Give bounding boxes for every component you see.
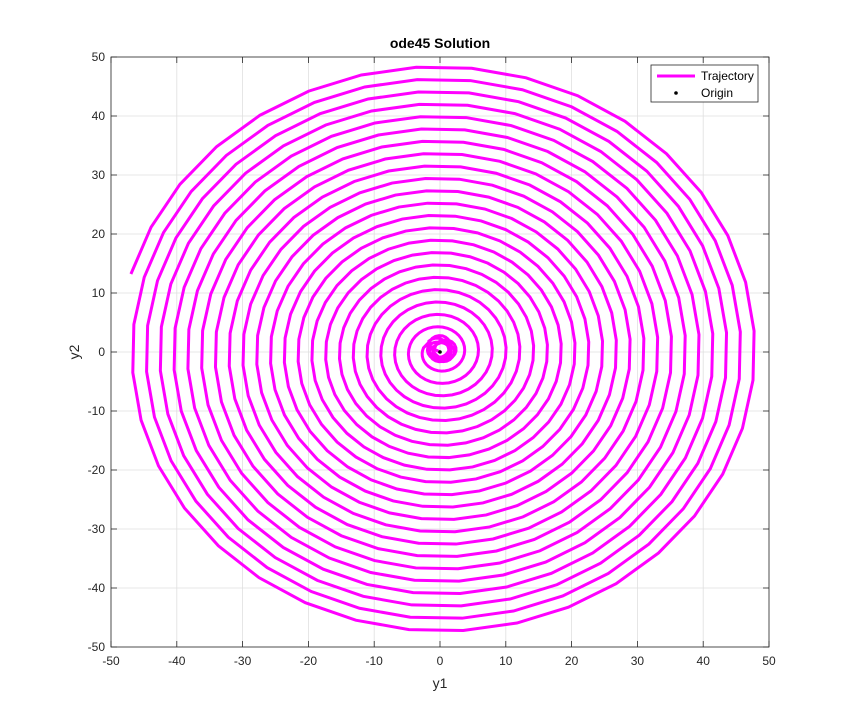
y-tick-label-9: 40 bbox=[92, 109, 106, 123]
x-tick-label-8: 30 bbox=[631, 654, 645, 668]
y-tick-label-0: -50 bbox=[88, 640, 106, 654]
tick-labels: -50 -40 -30 -20 -10 0 10 20 30 40 50 -50 -40 -30 -20 -1… bbox=[88, 50, 776, 668]
legend-label-origin: Origin bbox=[701, 86, 733, 100]
x-tick-label-2: -30 bbox=[234, 654, 252, 668]
y-tick-label-8: 30 bbox=[92, 168, 106, 182]
x-tick-label-6: 10 bbox=[499, 654, 513, 668]
x-tick-label-4: -10 bbox=[366, 654, 384, 668]
legend-box bbox=[650, 64, 759, 103]
x-axis-title: y1 bbox=[433, 675, 448, 691]
y-tick-label-10: 50 bbox=[92, 50, 106, 64]
trajectory-line bbox=[129, 65, 756, 633]
x-tick-label-10: 50 bbox=[762, 654, 776, 668]
y-tick-label-6: 10 bbox=[92, 286, 106, 300]
y-tick-label-5: 0 bbox=[98, 345, 105, 359]
chart-title: ode45 Solution bbox=[390, 35, 490, 51]
y-tick-label-4: -10 bbox=[88, 404, 106, 418]
legend: Trajectory Origin bbox=[650, 64, 759, 103]
y-axis-title: y2 bbox=[66, 344, 82, 359]
x-tick-label-5: 0 bbox=[437, 654, 444, 668]
y-tick-label-7: 20 bbox=[92, 227, 106, 241]
x-tick-label-1: -40 bbox=[168, 654, 186, 668]
y-tick-label-3: -20 bbox=[88, 463, 106, 477]
x-tick-label-3: -20 bbox=[300, 654, 318, 668]
origin-marker bbox=[438, 350, 442, 354]
x-tick-label-7: 20 bbox=[565, 654, 579, 668]
x-tick-label-9: 40 bbox=[697, 654, 711, 668]
legend-swatch-origin bbox=[674, 91, 678, 95]
x-tick-label-0: -50 bbox=[102, 654, 120, 668]
y-tick-label-2: -30 bbox=[88, 522, 106, 536]
axis-ticks bbox=[110, 56, 770, 648]
plot-series bbox=[129, 65, 756, 633]
legend-label-trajectory: Trajectory bbox=[701, 69, 754, 83]
y-tick-label-1: -40 bbox=[88, 581, 106, 595]
